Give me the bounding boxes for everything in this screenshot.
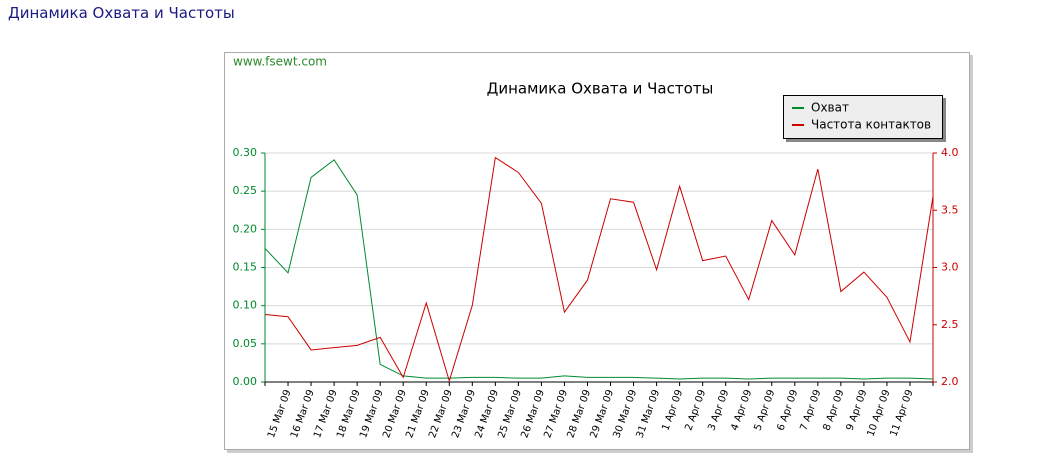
legend [783, 95, 943, 139]
y2-tick-label: 2.0 [941, 375, 959, 388]
legend-label: Частота контактов [811, 118, 931, 132]
y-tick-label: 0.15 [233, 261, 258, 274]
y-tick-label: 0.20 [233, 222, 258, 235]
y2-tick-label: 3.5 [941, 203, 959, 216]
y2-tick-label: 3.0 [941, 261, 959, 274]
y-tick-label: 0.05 [233, 337, 258, 350]
page-title: Динамика Охвата и Частоты [8, 4, 235, 22]
y-tick-label: 0.10 [233, 299, 258, 312]
y-tick-label: 0.00 [233, 375, 258, 388]
series-line [264, 156, 934, 383]
series-line [264, 159, 934, 380]
y-tick-label: 0.30 [233, 146, 258, 159]
y2-tick-label: 2.5 [941, 318, 959, 331]
y2-tick-label: 4.0 [941, 146, 959, 159]
y-tick-label: 0.25 [233, 184, 258, 197]
chart-title: Динамика Охвата и Частоты [487, 80, 714, 98]
source: www.fsewt.com [233, 55, 327, 69]
legend-label: Охват [811, 101, 849, 115]
